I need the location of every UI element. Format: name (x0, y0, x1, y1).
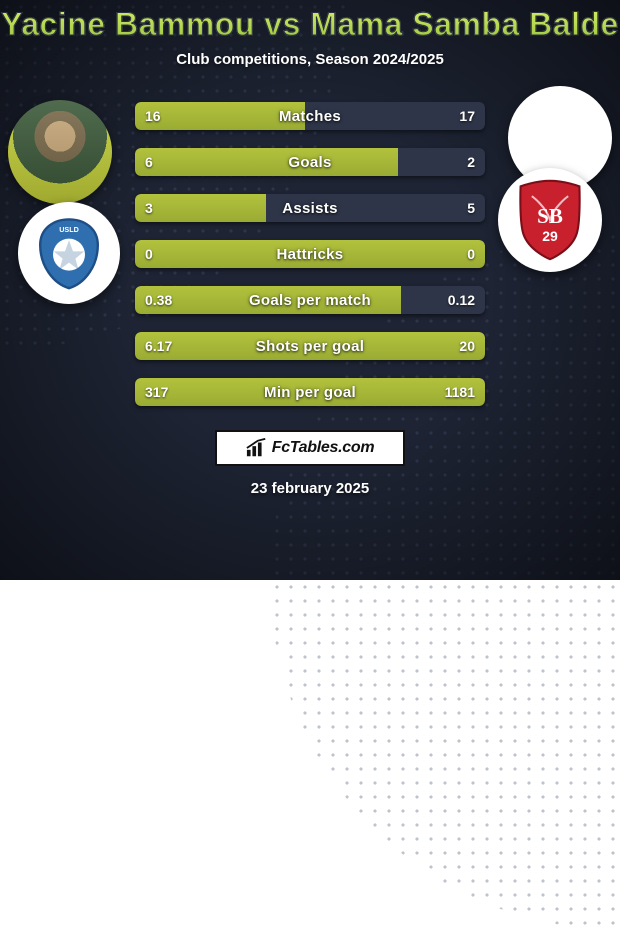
player1-club-logo: USLD (18, 202, 120, 304)
brand-box: FcTables.com (215, 430, 405, 466)
stat-label: Min per goal (135, 378, 485, 406)
brand-icon (246, 438, 268, 458)
stat-row: 6.1720Shots per goal (135, 332, 485, 360)
brand-text: FcTables.com (272, 439, 375, 457)
stat-label: Assists (135, 194, 485, 222)
stat-label: Goals (135, 148, 485, 176)
stat-row: 62Goals (135, 148, 485, 176)
stat-label: Shots per goal (135, 332, 485, 360)
player1-avatar (8, 100, 112, 204)
date: 23 february 2025 (251, 480, 369, 497)
club1-emblem: USLD (29, 213, 109, 293)
sb-text: SB (537, 204, 563, 228)
content: Yacine Bammou vs Mama Samba Balde Club c… (0, 0, 620, 580)
page-subtitle: Club competitions, Season 2024/2025 (176, 51, 444, 68)
club2-shield: SB 29 (515, 178, 585, 262)
sb-year: 29 (542, 228, 558, 244)
page-title: Yacine Bammou vs Mama Samba Balde (1, 6, 619, 43)
svg-text:USLD: USLD (59, 225, 79, 234)
player2-club-logo: SB 29 (498, 168, 602, 272)
stat-label: Matches (135, 102, 485, 130)
stat-row: 00Hattricks (135, 240, 485, 268)
stats-bars: 1617Matches 62Goals 35Assists 00Hattricks 0.… (135, 102, 485, 406)
stat-row: 35Assists (135, 194, 485, 222)
stat-label: Goals per match (135, 286, 485, 314)
stat-row: 0.380.12Goals per match (135, 286, 485, 314)
stat-row: 3171181Min per goal (135, 378, 485, 406)
stat-label: Hattricks (135, 240, 485, 268)
stat-row: 1617Matches (135, 102, 485, 130)
